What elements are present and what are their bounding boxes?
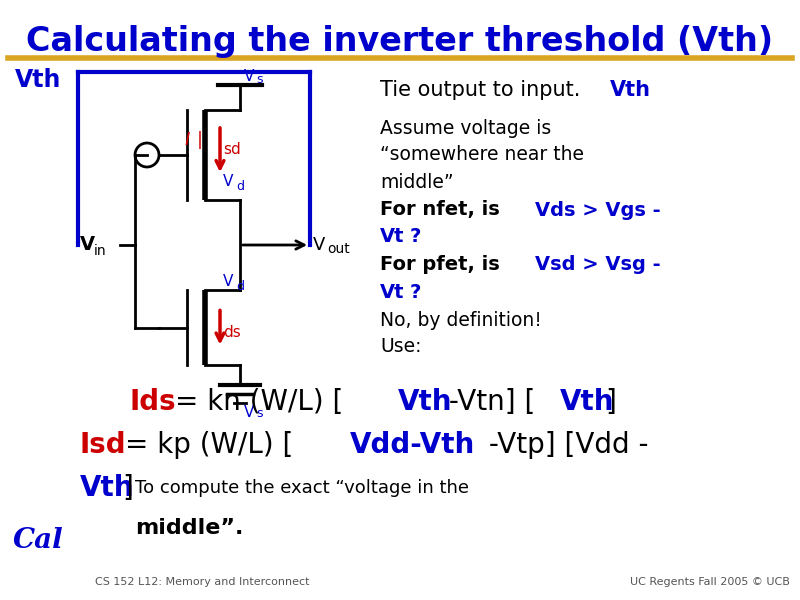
Text: Vt: Vt — [380, 283, 405, 301]
Text: Vth: Vth — [398, 388, 453, 416]
Text: “somewhere near the: “somewhere near the — [380, 145, 584, 164]
Text: in: in — [94, 244, 106, 258]
Text: For nfet, is: For nfet, is — [380, 200, 506, 220]
Text: Ids: Ids — [130, 388, 177, 416]
Text: No, by definition!: No, by definition! — [380, 311, 542, 329]
Text: Vth: Vth — [560, 388, 614, 416]
Text: -Vtp] [Vdd -: -Vtp] [Vdd - — [480, 431, 649, 459]
Text: |: | — [197, 131, 203, 149]
Text: UC Regents Fall 2005 © UCB: UC Regents Fall 2005 © UCB — [630, 577, 790, 587]
Text: V: V — [244, 69, 254, 84]
Text: d: d — [236, 280, 244, 292]
Text: CS 152 L12: Memory and Interconnect: CS 152 L12: Memory and Interconnect — [95, 577, 310, 587]
Text: ]: ] — [605, 388, 616, 416]
Text: s: s — [256, 73, 262, 86]
Text: middle”: middle” — [380, 173, 454, 191]
Text: V: V — [244, 405, 254, 420]
Text: Vsd > Vsg -: Vsd > Vsg - — [535, 256, 661, 275]
Text: ?: ? — [410, 227, 422, 247]
Text: I: I — [184, 131, 190, 149]
Text: Vth: Vth — [15, 68, 62, 92]
Text: = kn (W/L) [: = kn (W/L) [ — [175, 388, 343, 416]
Text: Assume voltage is: Assume voltage is — [380, 118, 551, 137]
Text: sd: sd — [223, 142, 241, 157]
Text: V: V — [313, 236, 326, 254]
Text: Vth: Vth — [80, 474, 134, 502]
Text: Tie output to input.: Tie output to input. — [380, 80, 580, 100]
Text: Calculating the inverter threshold (Vth): Calculating the inverter threshold (Vth) — [26, 25, 774, 58]
Text: Isd: Isd — [80, 431, 126, 459]
Text: Vdd-Vth: Vdd-Vth — [350, 431, 475, 459]
Text: ?: ? — [410, 283, 422, 301]
Text: Vth: Vth — [610, 80, 651, 100]
Text: Use:: Use: — [380, 337, 422, 356]
Text: V: V — [80, 235, 95, 254]
Text: s: s — [256, 407, 262, 420]
Text: V: V — [223, 275, 234, 289]
Text: To compute the exact “voltage in the: To compute the exact “voltage in the — [135, 479, 469, 497]
Text: Vds > Vgs -: Vds > Vgs - — [535, 200, 661, 220]
Text: V: V — [223, 175, 234, 190]
Text: = kp (W/L) [: = kp (W/L) [ — [125, 431, 294, 459]
Text: middle”.: middle”. — [135, 518, 243, 538]
Text: ]: ] — [122, 474, 133, 502]
Text: Vt: Vt — [380, 227, 405, 247]
Text: For pfet, is: For pfet, is — [380, 256, 506, 275]
Text: -Vtn] [: -Vtn] [ — [440, 388, 535, 416]
Text: out: out — [327, 242, 350, 256]
Text: Cal: Cal — [13, 527, 63, 553]
Text: d: d — [236, 179, 244, 193]
Text: ds: ds — [223, 325, 241, 340]
